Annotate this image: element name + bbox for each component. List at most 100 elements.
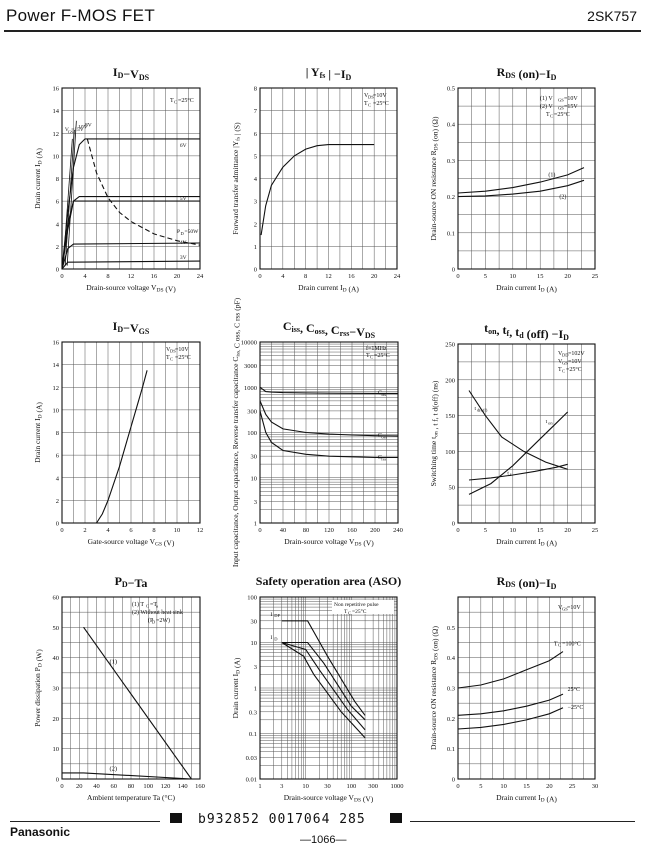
series-label: (2) [559,193,566,200]
series-line-1 [468,411,568,495]
title-part: −Ta [128,576,148,590]
axis-label-part: (A) [35,402,44,415]
y-tick-label: 20 [53,716,60,723]
chart-title: Safety operation area (ASO) [256,574,401,588]
annotation-subscript: D [180,231,184,236]
title-part: t [484,321,488,335]
chart-annotation: =25°C [178,97,194,104]
y-tick-label: 150 [445,413,455,420]
chart-annotation: T [344,609,348,615]
y-tick-label: 0.3 [447,158,455,165]
chart-annotation: V [558,359,563,365]
axis-label-part: Drain-source voltage V [284,537,355,546]
y-tick-label: 0 [452,777,455,784]
x-axis-label: Gate-source voltage VGS (V) [88,537,175,548]
title-subscript: D [551,73,557,82]
axis-label-part: (A) [545,539,558,548]
title-subscript: D [563,333,569,342]
axis-label-part: iss, [236,348,242,357]
y-tick-label: 4 [254,176,258,183]
axis-label-part: (W) [35,649,44,663]
chart-annotation: =25°C [374,352,390,359]
title-subscript: f [507,329,510,338]
title-subscript: DS [505,71,516,80]
series-line-4 [61,260,201,270]
y-axis-label: Input capacitance, Output capacitance, R… [231,297,242,567]
x-tick-label: 20 [564,273,571,280]
y-tick-label: 10 [251,475,258,482]
axis-label-part: (V) [164,285,177,294]
title-part: , C [300,321,315,335]
chart-annotation: =10V [373,93,387,99]
axis-label-part: Drain-source ON resistance R [429,150,438,240]
steep-vgs-curve [62,138,73,266]
chart-annotation: (1) V [540,95,553,102]
chart-title: ID−VDS [113,65,150,82]
series-line-0 [83,626,192,780]
x-tick-label: 0 [258,273,261,280]
y-tick-label: 6 [56,199,60,206]
y-tick-label: 100 [247,595,257,602]
chart-annotation: =T [150,602,157,608]
chart-aso: Safety operation area (ASO) 1 3 10 30 100 300 1… [231,574,404,804]
annotation-subscript: C [174,100,177,105]
y-tick-label: 10 [53,746,60,753]
axis-label-part: (A) [233,657,242,670]
axis-label-part: (A) [545,285,558,294]
y-tick-label: 6 [56,453,60,460]
annotation-subscript: C [562,369,565,374]
y-tick-label: 0.1 [447,746,455,753]
x-tick-label: 0 [60,273,63,280]
title-part: (on)−I [515,576,551,590]
x-tick-label: 15 [537,273,544,280]
axis-label-part: (V) [362,539,375,548]
vgs-label: V [65,127,69,133]
y-tick-label: 0.4 [447,655,456,662]
x-axis-label: Drain current ID (A) [496,283,557,294]
x-tick-label: 30 [324,783,331,790]
y-tick-label: 3 [254,199,257,206]
y-tick-label: 0.3 [249,709,257,716]
axis-label-part: Switching time t [429,436,438,486]
title-part: , t [509,325,519,339]
x-tick-label: 5 [484,527,487,534]
y-axis-label: Drain-source ON resistance RDS (on) (Ω) [429,625,440,750]
x-tick-label: 0 [60,783,63,790]
x-tick-label: 4 [106,527,110,534]
annotation-subscript: rss [381,456,386,461]
x-tick-label: 4 [83,273,87,280]
x-axis-label: Drain-source voltage VDS (V) [284,793,374,804]
y-tick-label: 4 [56,475,60,482]
footer-code: b932852 0017064 285 [198,812,366,827]
axis-label-part: Power dissipation P [33,667,42,727]
title-part: (off) −I [524,327,564,341]
y-tick-label: 10 [53,153,60,160]
y-tick-label: 3 [254,499,257,506]
chart-annotation: =2W) [156,617,170,624]
chart-annotation: =10V [564,96,578,102]
annotation-subscript: DS [170,349,176,354]
chart-annotation: Non repetitive pulse [334,602,379,608]
annotation-subscript: C [368,103,371,108]
steep-vgs-curve [66,120,77,266]
chart-annotation: (1) T [132,601,144,608]
chart-annotation: V [558,351,563,357]
y-tick-label: 250 [445,342,455,349]
annotation-subscript: D [274,637,278,642]
x-tick-label: 80 [128,783,135,790]
annotation-subscript: DD [562,353,569,358]
series-label: =100°C [562,641,581,648]
series-line-1 [281,641,366,721]
vgs-label: 6V [180,143,187,149]
title-subscript: rss [340,329,350,338]
series-label: t [546,419,548,425]
page-number: —1066— [300,834,347,846]
axis-label-part: (V) [361,795,374,804]
title-subscript: D [551,582,557,591]
y-tick-label: 1 [254,244,257,251]
axis-label-part: Drain-source voltage V [284,793,355,802]
axis-label-part: DS [434,143,440,150]
y-tick-label: 0.1 [249,731,257,738]
chart-tsw-id: ton, tf, td (off) −ID0 5 10 15 20 25050100150… [429,321,598,548]
